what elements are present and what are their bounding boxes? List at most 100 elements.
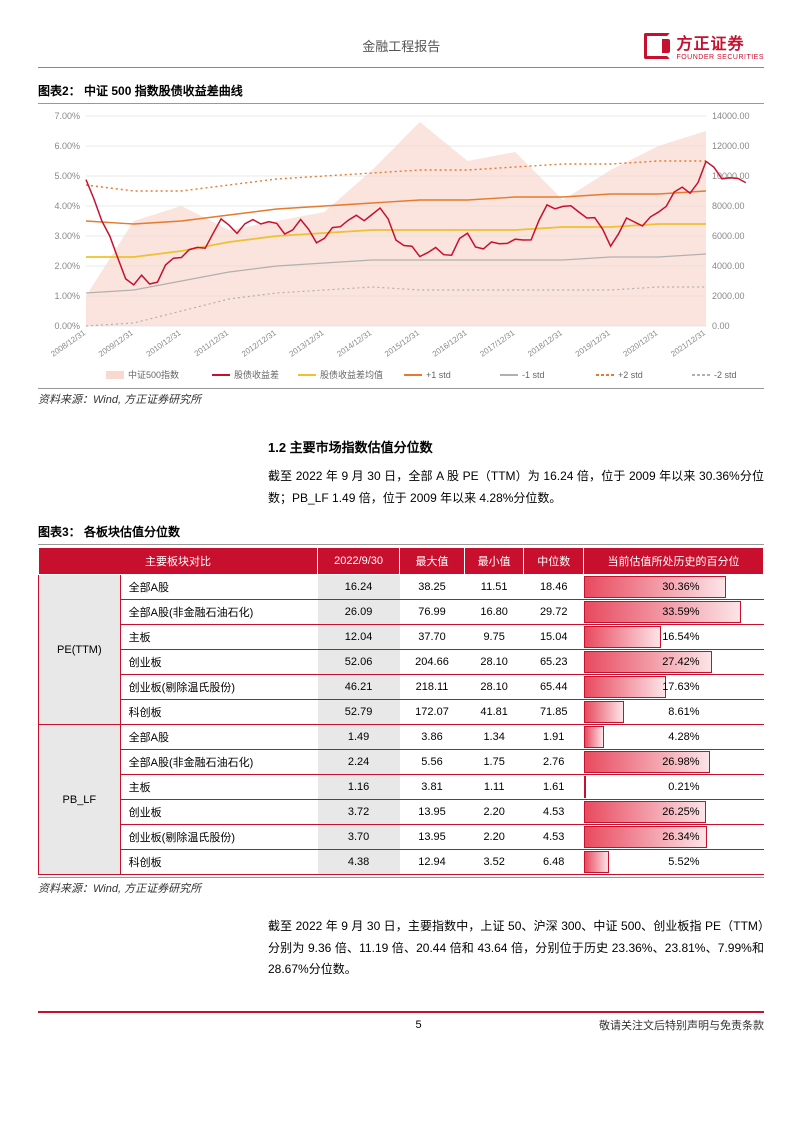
- med-value: 1.91: [524, 725, 584, 750]
- svg-text:2015/12/31: 2015/12/31: [383, 328, 421, 359]
- table-header: 最大值: [400, 548, 465, 575]
- svg-text:7.00%: 7.00%: [54, 111, 80, 121]
- min-value: 2.20: [464, 800, 524, 825]
- company-logo: 方正证券 FOUNDER SECURITIES: [644, 30, 764, 61]
- med-value: 65.44: [524, 675, 584, 700]
- svg-text:4.00%: 4.00%: [54, 201, 80, 211]
- row-label: 创业板: [120, 800, 317, 825]
- section-1-2-para1: 截至 2022 年 9 月 30 日，全部 A 股 PE（TTM）为 16.24…: [268, 466, 764, 509]
- min-value: 16.80: [464, 600, 524, 625]
- svg-text:2012/12/31: 2012/12/31: [240, 328, 278, 359]
- table-row: 创业板(剔除温氏股份)3.7013.952.204.5326.34%: [39, 825, 764, 850]
- max-value: 3.81: [400, 775, 465, 800]
- svg-text:2013/12/31: 2013/12/31: [288, 328, 326, 359]
- max-value: 38.25: [400, 575, 465, 600]
- svg-text:2020/12/31: 2020/12/31: [621, 328, 659, 359]
- svg-text:2000.00: 2000.00: [712, 291, 745, 301]
- table-row: 创业板52.06204.6628.1065.2327.42%: [39, 650, 764, 675]
- cur-value: 46.21: [318, 675, 400, 700]
- pct-bar: 30.36%: [584, 575, 764, 600]
- table-row: PE(TTM)全部A股16.2438.2511.5118.4630.36%: [39, 575, 764, 600]
- cur-value: 52.79: [318, 700, 400, 725]
- group-label: PB_LF: [39, 725, 121, 875]
- pct-bar: 26.25%: [584, 800, 764, 825]
- med-value: 6.48: [524, 850, 584, 875]
- table-header: 主要板块对比: [39, 548, 318, 575]
- med-value: 65.23: [524, 650, 584, 675]
- svg-text:2016/12/31: 2016/12/31: [431, 328, 469, 359]
- svg-text:2017/12/31: 2017/12/31: [478, 328, 516, 359]
- table-header: 最小值: [464, 548, 524, 575]
- min-value: 41.81: [464, 700, 524, 725]
- table-row: 全部A股(非金融石油石化)2.245.561.752.7626.98%: [39, 750, 764, 775]
- svg-text:6.00%: 6.00%: [54, 141, 80, 151]
- pct-bar: 27.42%: [584, 650, 764, 675]
- row-label: 主板: [120, 775, 317, 800]
- para-2: 截至 2022 年 9 月 30 日，主要指数中，上证 50、沪深 300、中证…: [268, 916, 764, 981]
- svg-text:8000.00: 8000.00: [712, 201, 745, 211]
- figure3-title: 图表3： 各板块估值分位数: [38, 519, 764, 545]
- table-row: 全部A股(非金融石油石化)26.0976.9916.8029.7233.59%: [39, 600, 764, 625]
- page-header: 金融工程报告 方正证券 FOUNDER SECURITIES: [38, 30, 764, 68]
- svg-text:2011/12/31: 2011/12/31: [193, 328, 231, 358]
- logo-cn-text: 方正证券: [676, 30, 764, 54]
- med-value: 4.53: [524, 800, 584, 825]
- svg-text:0.00%: 0.00%: [54, 321, 80, 331]
- med-value: 71.85: [524, 700, 584, 725]
- table-header: 当前估值所处历史的百分位: [584, 548, 764, 575]
- row-label: 创业板: [120, 650, 317, 675]
- max-value: 13.95: [400, 825, 465, 850]
- table-row: 科创板4.3812.943.526.485.52%: [39, 850, 764, 875]
- max-value: 76.99: [400, 600, 465, 625]
- svg-text:12000.00: 12000.00: [712, 141, 750, 151]
- cur-value: 3.72: [318, 800, 400, 825]
- table-row: 创业板(剔除温氏股份)46.21218.1128.1065.4417.63%: [39, 675, 764, 700]
- min-value: 11.51: [464, 575, 524, 600]
- max-value: 204.66: [400, 650, 465, 675]
- cur-value: 26.09: [318, 600, 400, 625]
- svg-text:2019/12/31: 2019/12/31: [574, 328, 612, 359]
- row-label: 科创板: [120, 700, 317, 725]
- cur-value: 1.16: [318, 775, 400, 800]
- svg-text:股债收益差均值: 股债收益差均值: [320, 369, 383, 380]
- cur-value: 3.70: [318, 825, 400, 850]
- pct-bar: 26.98%: [584, 750, 764, 775]
- table-row: 创业板3.7213.952.204.5326.25%: [39, 800, 764, 825]
- header-title: 金融工程报告: [158, 36, 644, 55]
- max-value: 13.95: [400, 800, 465, 825]
- svg-text:+1 std: +1 std: [426, 370, 451, 380]
- row-label: 全部A股: [120, 575, 317, 600]
- svg-text:中证500指数: 中证500指数: [128, 369, 179, 380]
- svg-text:+2 std: +2 std: [618, 370, 643, 380]
- svg-text:2008/12/31: 2008/12/31: [49, 328, 87, 359]
- table-row: PB_LF全部A股1.493.861.341.914.28%: [39, 725, 764, 750]
- svg-text:2021/12/31: 2021/12/31: [669, 328, 707, 359]
- med-value: 15.04: [524, 625, 584, 650]
- pct-bar: 5.52%: [584, 850, 764, 875]
- min-value: 1.11: [464, 775, 524, 800]
- cur-value: 16.24: [318, 575, 400, 600]
- svg-text:2.00%: 2.00%: [54, 261, 80, 271]
- svg-text:股债收益差: 股债收益差: [234, 369, 279, 380]
- min-value: 28.10: [464, 650, 524, 675]
- min-value: 1.34: [464, 725, 524, 750]
- med-value: 29.72: [524, 600, 584, 625]
- pct-bar: 33.59%: [584, 600, 764, 625]
- med-value: 1.61: [524, 775, 584, 800]
- pct-bar: 0.21%: [584, 775, 764, 800]
- svg-text:2010/12/31: 2010/12/31: [145, 328, 183, 359]
- max-value: 12.94: [400, 850, 465, 875]
- max-value: 37.70: [400, 625, 465, 650]
- cur-value: 12.04: [318, 625, 400, 650]
- pct-bar: 17.63%: [584, 675, 764, 700]
- page-footer: 5 敬请关注文后特别声明与免责条款: [38, 1011, 764, 1033]
- svg-text:14000.00: 14000.00: [712, 111, 750, 121]
- svg-text:4000.00: 4000.00: [712, 261, 745, 271]
- pct-bar: 4.28%: [584, 725, 764, 750]
- footer-disclaimer: 敬请关注文后特别声明与免责条款: [599, 1017, 764, 1033]
- max-value: 172.07: [400, 700, 465, 725]
- min-value: 3.52: [464, 850, 524, 875]
- row-label: 全部A股: [120, 725, 317, 750]
- figure2-source: 资料来源：Wind, 方正证券研究所: [38, 388, 764, 407]
- min-value: 2.20: [464, 825, 524, 850]
